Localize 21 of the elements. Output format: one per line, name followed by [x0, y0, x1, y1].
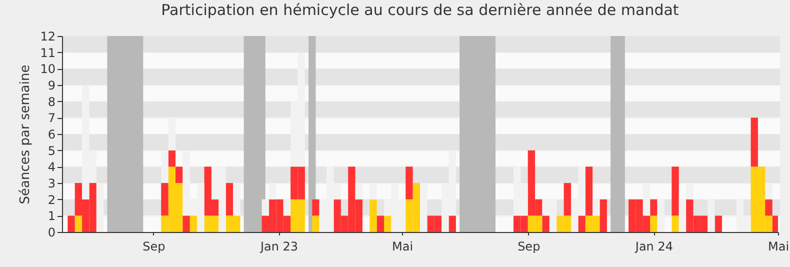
- y-tick-label: 6: [48, 128, 56, 142]
- y-tick-label: 9: [48, 78, 56, 92]
- x-tick-label: Mai: [392, 240, 414, 254]
- y-tick-label: 12: [40, 30, 56, 44]
- x-tick-label: Mai: [768, 240, 790, 254]
- y-tick-label: 0: [48, 226, 56, 240]
- x-tick-label: Jan 24: [634, 240, 673, 254]
- y-tick-label: 11: [40, 46, 56, 60]
- y-tick-label: 2: [48, 192, 56, 207]
- x-tick-label: Sep: [518, 240, 540, 254]
- y-axis-title: Séances par semaine: [18, 64, 34, 204]
- x-tick-label: Jan 23: [259, 240, 298, 254]
- y-tick-label: 3: [48, 176, 56, 190]
- y-tick-label: 1: [48, 209, 56, 224]
- y-tick-label: 10: [40, 62, 56, 76]
- y-tick-label: 4: [48, 160, 56, 174]
- x-tick-label: Sep: [142, 240, 166, 254]
- y-tick-label: 8: [48, 94, 56, 109]
- y-tick-label: 5: [48, 144, 56, 158]
- chart-title: Participation en hémicycle au cours de sa dernière année de mandat: [161, 1, 679, 19]
- y-tick-label: 7: [48, 111, 56, 126]
